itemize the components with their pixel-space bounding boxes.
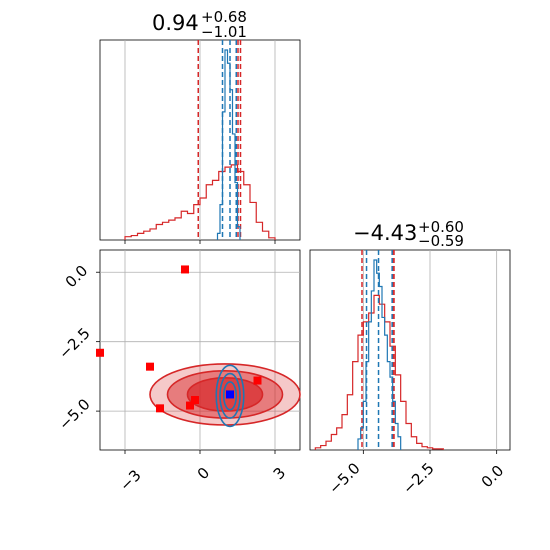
marginal-y-x-ticks: −5.0 −2.5 0.0 [325,459,507,497]
contour-1-1 [219,372,241,419]
joint-x-tick-0: −3 [116,466,144,494]
title-param1: 0.94 +0.68 −1.01 [152,8,247,41]
joint-y-tick-2: 0.0 [62,262,92,292]
marker-red-0 [181,265,189,274]
marker-blue-0 [226,390,234,399]
histogram-param1 [124,40,276,240]
joint-y-ticks: −5.0 −2.5 0.0 [55,262,93,434]
joint-contours [149,363,301,428]
joint-y-tick-0: −5.0 [55,395,93,433]
marginal-y-x-tick-2: 0.0 [478,462,508,492]
marker-red-6 [191,396,199,404]
title-param1-value: 0.94 [152,11,199,35]
title-param1-plus: +0.68 [201,8,247,26]
histogram-param2 [314,250,444,450]
marginal-y-x-tick-0: −5.0 [325,459,363,497]
joint-x-ticks: −3 0 3 [116,464,289,495]
hist1-series-0 [124,164,276,240]
marker-red-5 [156,404,164,413]
joint-x-tick-1: 0 [194,464,213,483]
marginal-y-x-tick-1: −2.5 [399,459,437,497]
title-param2-value: −4.43 [353,221,417,245]
contour-1-0 [215,364,245,428]
title-param2-plus: +0.60 [418,218,464,236]
hist2-series-1 [357,259,402,450]
marker-red-3 [253,376,262,385]
marker-red-1 [96,348,104,357]
marker-red-4 [186,401,194,410]
joint-y-tick-1: −2.5 [55,324,93,362]
title-param1-minus: −1.01 [201,23,247,41]
hist1-series-1 [216,49,241,240]
title-param2: −4.43 +0.60 −0.59 [353,218,464,250]
marker-points [96,265,262,413]
marker-red-2 [146,362,154,371]
title-param2-minus: −0.59 [418,232,464,250]
hist2-series-0 [314,294,444,450]
contour-1-2 [222,381,238,411]
joint-x-tick-2: 3 [270,464,289,483]
grid-layer [96,40,498,454]
panel-marginal-y [309,249,511,451]
